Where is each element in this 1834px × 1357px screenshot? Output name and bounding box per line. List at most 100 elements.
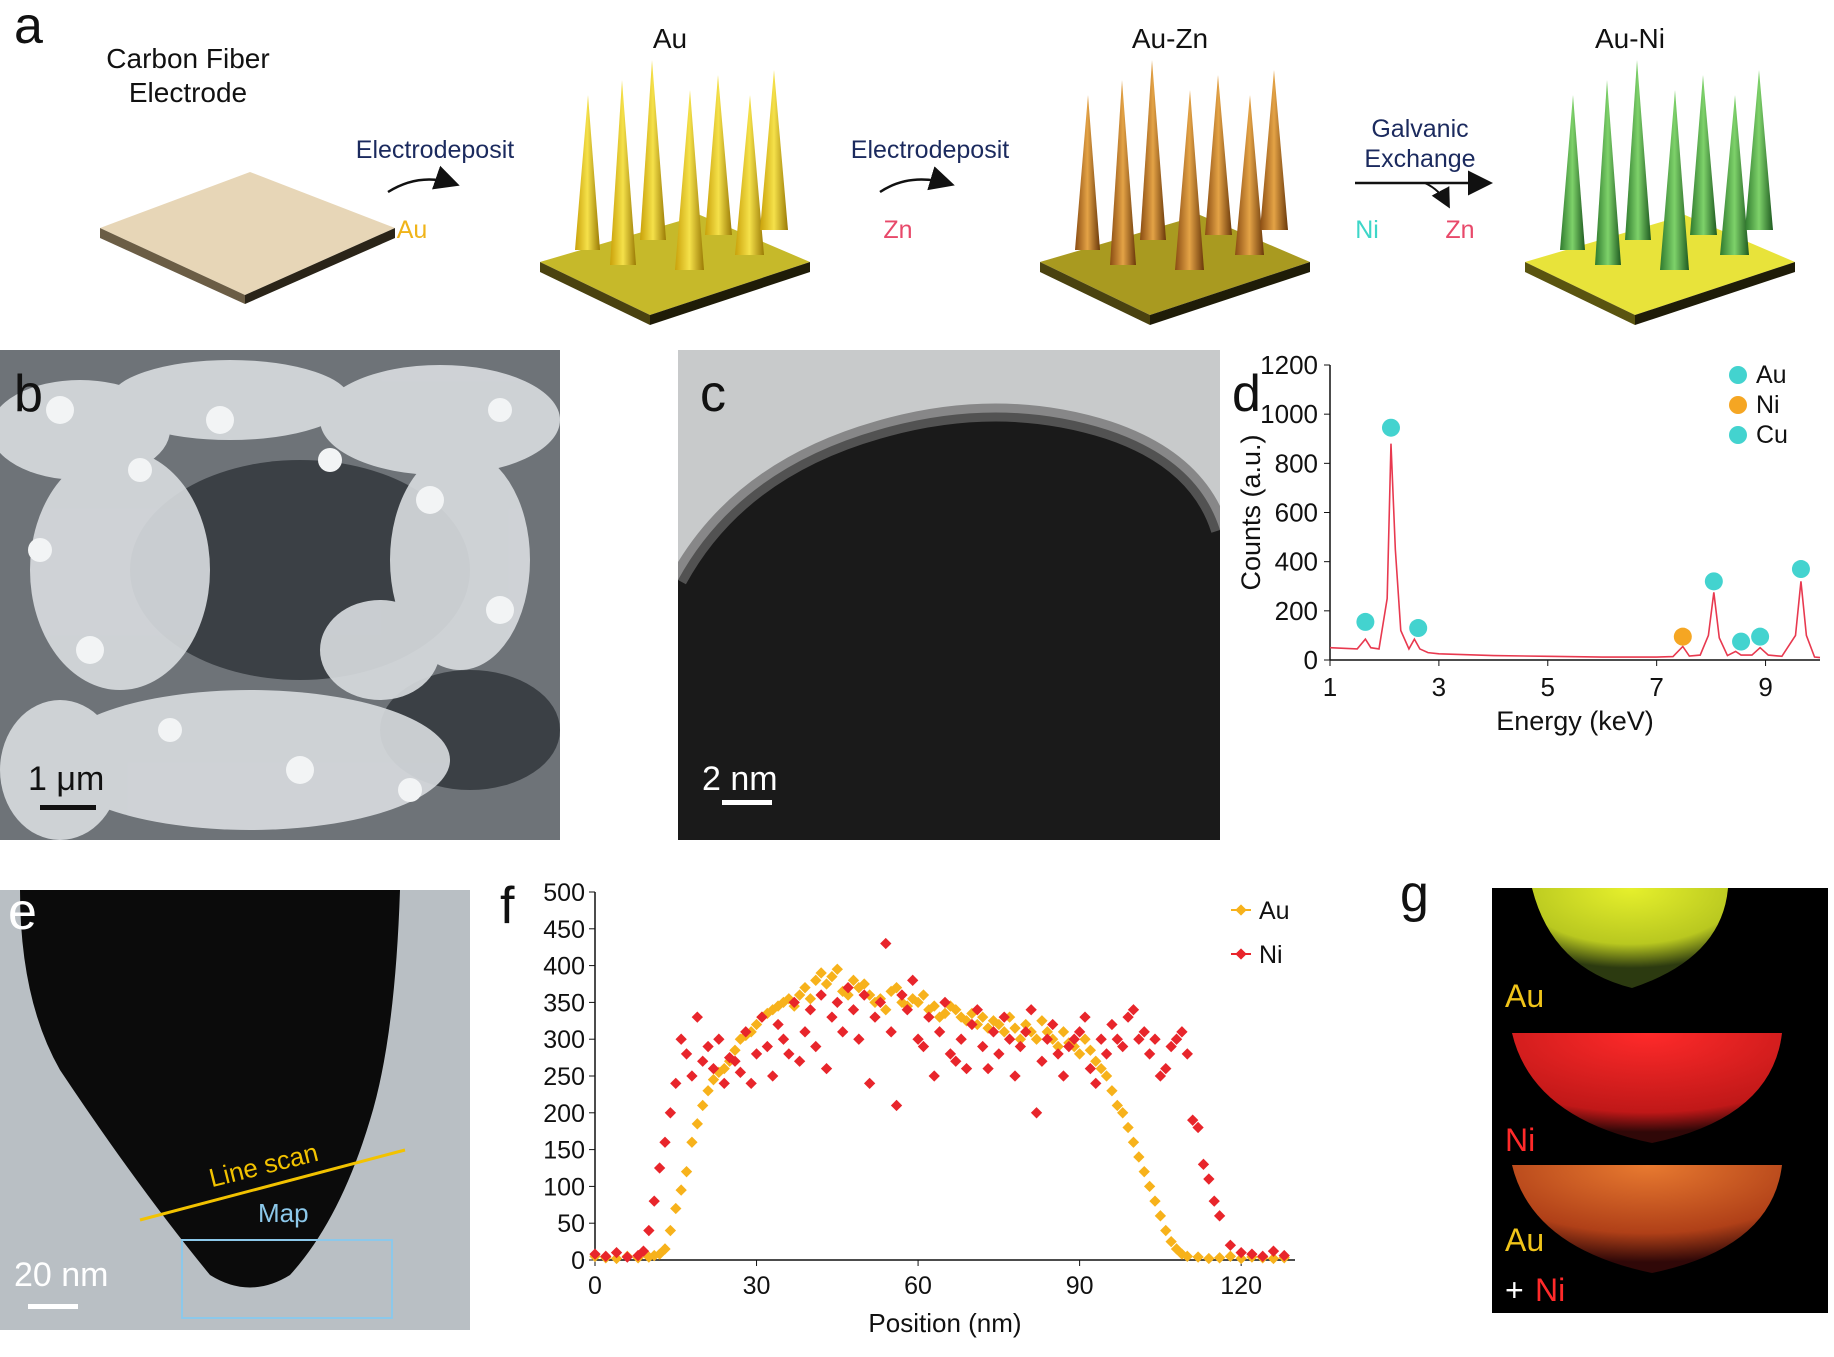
data-point-ni	[1224, 1239, 1237, 1251]
peak-marker-au	[1751, 627, 1770, 646]
data-point-au	[1213, 1252, 1226, 1264]
data-point-ni	[772, 1018, 784, 1031]
data-point-au	[1030, 1033, 1043, 1045]
data-point-ni	[1143, 1048, 1156, 1060]
data-point-ni	[1073, 1026, 1086, 1038]
data-point-au	[1111, 1099, 1123, 1112]
data-point-au	[1014, 1033, 1027, 1045]
data-point-ni	[1003, 1033, 1016, 1045]
data-point-ni	[1246, 1248, 1258, 1260]
data-point-ni	[923, 1011, 935, 1023]
data-point-au	[793, 989, 806, 1001]
data-point-ni	[1100, 1048, 1113, 1060]
x-tick-label: 30	[743, 1272, 771, 1300]
data-point-au	[702, 1085, 714, 1097]
y-tick-label: 1200	[1260, 350, 1318, 380]
panel-c-tem-image	[678, 350, 1220, 840]
x-axis-title: Energy (keV)	[1496, 706, 1654, 736]
stage-label-au-ni: Au-Ni	[1594, 23, 1665, 54]
data-point-au	[1057, 1026, 1070, 1038]
data-point-ni	[826, 1011, 838, 1023]
panel-e-scale-bar	[28, 1304, 78, 1309]
y-tick-label: 450	[543, 916, 585, 944]
panel-f-linescan-chart: 0 50 100 150 200 250 300 350 400 450 500 0 30 60 90 120…	[543, 880, 1295, 1338]
panel-label-a: a	[14, 0, 43, 55]
data-point-ni	[1154, 1070, 1167, 1082]
data-point-au	[675, 1184, 687, 1196]
au-nanostructure	[540, 60, 810, 325]
data-point-ni	[842, 982, 854, 994]
data-point-ni	[907, 974, 919, 986]
data-point-ni	[718, 1077, 730, 1090]
data-point-ni	[804, 1004, 817, 1016]
carbon-fiber-slab	[100, 172, 395, 304]
data-point-ni	[777, 1033, 790, 1045]
x-tick-label: 90	[1066, 1272, 1094, 1300]
x-tick-label: 120	[1220, 1272, 1262, 1300]
data-point-ni	[783, 1048, 795, 1060]
stage-label-carbon-fiber: Carbon Fiber Electrode	[106, 43, 270, 108]
data-point-ni	[1117, 1040, 1129, 1053]
x-tick-label: 1	[1323, 672, 1337, 702]
data-point-ni	[734, 1066, 747, 1078]
panel-g-au-ni-au-label: Au	[1505, 1222, 1545, 1258]
data-point-au	[831, 963, 843, 975]
data-point-ni	[944, 1048, 957, 1060]
x-tick-label: 7	[1649, 672, 1663, 702]
data-point-au	[1224, 1250, 1237, 1262]
data-point-ni	[1257, 1250, 1269, 1262]
data-point-au	[1203, 1252, 1215, 1265]
data-point-ni	[831, 996, 843, 1009]
data-point-ni	[745, 1077, 757, 1090]
arrow3-reagent-label: Ni	[1355, 216, 1379, 244]
y-axis-title: Counts (a.u.)	[1236, 434, 1266, 590]
y-tick-label: 100	[543, 1173, 585, 1201]
data-point-ni	[670, 1077, 682, 1090]
x-tick-label: 0	[588, 1272, 602, 1300]
peak-marker-au	[1409, 619, 1428, 638]
panel-label-e: e	[8, 883, 37, 941]
data-point-au	[697, 1099, 709, 1112]
panel-e-tem-image	[0, 890, 470, 1330]
data-point-ni	[691, 1011, 703, 1023]
data-point-ni	[680, 1048, 693, 1060]
y-tick-label: 150	[543, 1137, 585, 1165]
arrow3-process-label: Galvanic Exchange	[1364, 115, 1476, 173]
data-point-ni	[675, 1033, 687, 1045]
data-point-au	[670, 1202, 682, 1215]
data-point-ni	[1090, 1077, 1102, 1090]
data-point-ni	[993, 1048, 1005, 1060]
line-scan-line	[139, 1148, 406, 1222]
data-point-au	[1235, 1252, 1247, 1265]
data-point-au	[1149, 1195, 1161, 1207]
spectrum-line	[1329, 443, 1821, 659]
data-point-au	[1106, 1085, 1118, 1097]
arrow3-product-label: Zn	[1445, 216, 1475, 244]
data-point-au	[1084, 1044, 1097, 1056]
y-tick-label: 350	[543, 989, 585, 1017]
data-point-ni	[955, 1033, 967, 1045]
stage-label-au-zn: Au-Zn	[1131, 23, 1209, 54]
data-point-ni	[664, 1107, 677, 1119]
x-tick-label: 9	[1758, 672, 1772, 702]
data-point-au	[1192, 1251, 1204, 1263]
data-point-au	[1036, 1015, 1048, 1027]
data-point-au	[804, 993, 817, 1005]
legend-marker-cu	[1729, 426, 1747, 444]
stage-label-au: Au	[652, 23, 688, 54]
data-point-au	[826, 970, 838, 983]
arrow2-reagent-label: Zn	[883, 216, 913, 244]
legend-marker-au	[1235, 904, 1247, 916]
data-point-ni	[853, 1033, 865, 1045]
panel-a-schematic	[100, 60, 1795, 325]
peak-marker-au	[1791, 560, 1810, 579]
panel-g-au-label: Au	[1505, 978, 1545, 1014]
data-point-au	[1127, 1136, 1140, 1148]
data-point-ni	[659, 1136, 671, 1148]
data-point-ni	[815, 989, 827, 1001]
y-tick-label: 200	[1275, 596, 1318, 626]
data-point-ni	[933, 1026, 946, 1038]
panel-b-scale-text: 1 μm	[28, 760, 105, 798]
data-point-ni	[589, 1248, 601, 1260]
panel-label-d: d	[1232, 365, 1261, 423]
